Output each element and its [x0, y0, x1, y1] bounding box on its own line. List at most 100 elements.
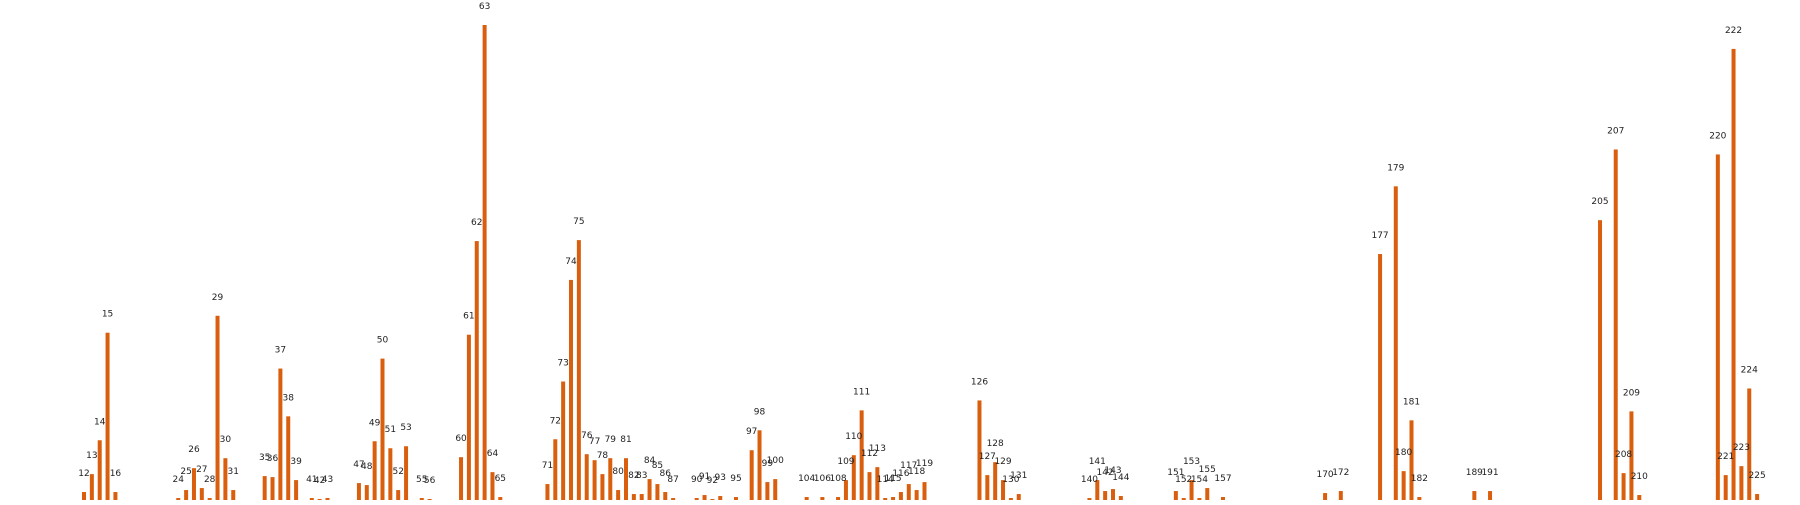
- bar-label-97: 97: [746, 427, 757, 437]
- bar-78: [600, 474, 605, 502]
- bar-91: [702, 495, 707, 502]
- bar-36: [270, 477, 275, 502]
- bar-label-177: 177: [1371, 231, 1388, 241]
- bar-label-14: 14: [94, 417, 106, 427]
- bar-170: [1323, 493, 1328, 502]
- bar-113: [875, 467, 880, 502]
- bar-49: [372, 441, 377, 502]
- bar-label-63: 63: [479, 2, 490, 12]
- bar-label-52: 52: [392, 467, 403, 477]
- bar-label-210: 210: [1631, 472, 1648, 482]
- bar-29: [215, 315, 220, 502]
- bar-93: [718, 496, 723, 502]
- bar-191: [1488, 491, 1493, 502]
- bar-label-115: 115: [884, 474, 901, 484]
- bar-label-129: 129: [994, 457, 1011, 467]
- bar-144: [1118, 496, 1123, 502]
- bar-51: [388, 448, 393, 502]
- bar-26: [191, 468, 196, 502]
- bar-label-152: 152: [1175, 475, 1192, 485]
- bar-label-220: 220: [1709, 131, 1726, 141]
- bar-label-126: 126: [971, 377, 988, 387]
- bar-label-143: 143: [1104, 466, 1121, 476]
- bar-179: [1393, 186, 1398, 502]
- bar-label-113: 113: [869, 444, 886, 454]
- bar-label-31: 31: [228, 467, 239, 477]
- bar-71: [545, 484, 550, 502]
- bar-label-25: 25: [180, 467, 191, 477]
- bar-label-49: 49: [369, 418, 381, 428]
- bar-label-225: 225: [1749, 471, 1766, 481]
- bar-109: [843, 480, 848, 502]
- bar-label-30: 30: [220, 435, 232, 445]
- bar-label-191: 191: [1481, 468, 1498, 478]
- bar-label-181: 181: [1403, 397, 1420, 407]
- bar-225: [1755, 494, 1760, 502]
- bar-25: [184, 490, 189, 502]
- bar-label-189: 189: [1466, 468, 1483, 478]
- bar-label-12: 12: [78, 469, 89, 479]
- bar-99: [765, 482, 770, 502]
- bar-label-111: 111: [853, 387, 870, 397]
- bar-80: [616, 490, 621, 502]
- bar-label-221: 221: [1717, 452, 1734, 462]
- bar-label-41: 41: [306, 475, 317, 485]
- bar-100: [773, 479, 778, 502]
- bar-label-43: 43: [322, 475, 333, 485]
- bar-label-28: 28: [204, 475, 216, 485]
- bar-label-205: 205: [1591, 197, 1608, 207]
- bar-143: [1111, 489, 1116, 502]
- bar-127: [985, 475, 990, 502]
- bar-155: [1205, 488, 1210, 502]
- bar-47: [356, 483, 361, 502]
- bar-97: [749, 450, 754, 502]
- bar-14: [97, 440, 102, 502]
- bar-118: [914, 490, 919, 502]
- bar-64: [490, 472, 495, 503]
- bar-label-16: 16: [110, 469, 122, 479]
- bar-label-154: 154: [1191, 475, 1208, 485]
- bar-189: [1472, 491, 1477, 502]
- bar-39: [294, 480, 299, 502]
- bar-label-130: 130: [1002, 475, 1019, 485]
- bar-52: [396, 490, 401, 502]
- bar-181: [1409, 420, 1414, 502]
- bar-205: [1598, 220, 1603, 502]
- bar-76: [584, 454, 589, 502]
- bar-label-53: 53: [400, 423, 411, 433]
- bar-label-172: 172: [1332, 468, 1349, 478]
- bar-label-76: 76: [581, 431, 593, 441]
- bar-15: [105, 332, 110, 502]
- bar-53: [404, 446, 409, 502]
- bar-label-127: 127: [979, 452, 996, 462]
- bar-label-26: 26: [188, 445, 200, 455]
- bar-209: [1629, 411, 1634, 502]
- bar-141: [1095, 480, 1100, 502]
- bar-label-142: 142: [1097, 468, 1114, 478]
- bar-label-106: 106: [814, 474, 831, 484]
- bar-label-37: 37: [275, 346, 286, 356]
- bar-label-128: 128: [987, 439, 1004, 449]
- bar-label-114: 114: [877, 475, 894, 485]
- bar-30: [223, 458, 228, 502]
- bar-label-79: 79: [605, 435, 617, 445]
- bar-label-151: 151: [1167, 468, 1184, 478]
- bar-label-71: 71: [542, 461, 553, 471]
- bar-62: [474, 241, 479, 502]
- bar-98: [757, 430, 762, 502]
- bar-label-73: 73: [557, 359, 568, 369]
- bar-label-208: 208: [1615, 450, 1632, 460]
- bar-label-64: 64: [487, 449, 499, 459]
- bar-84: [647, 479, 652, 502]
- bar-label-112: 112: [861, 449, 878, 459]
- bar-35: [262, 476, 267, 502]
- bar-label-223: 223: [1733, 443, 1750, 453]
- bar-129: [1001, 480, 1006, 502]
- bar-label-180: 180: [1395, 448, 1412, 458]
- bar-221: [1723, 475, 1728, 502]
- bar-label-95: 95: [730, 474, 741, 484]
- bar-label-98: 98: [754, 407, 766, 417]
- bar-label-109: 109: [837, 457, 854, 467]
